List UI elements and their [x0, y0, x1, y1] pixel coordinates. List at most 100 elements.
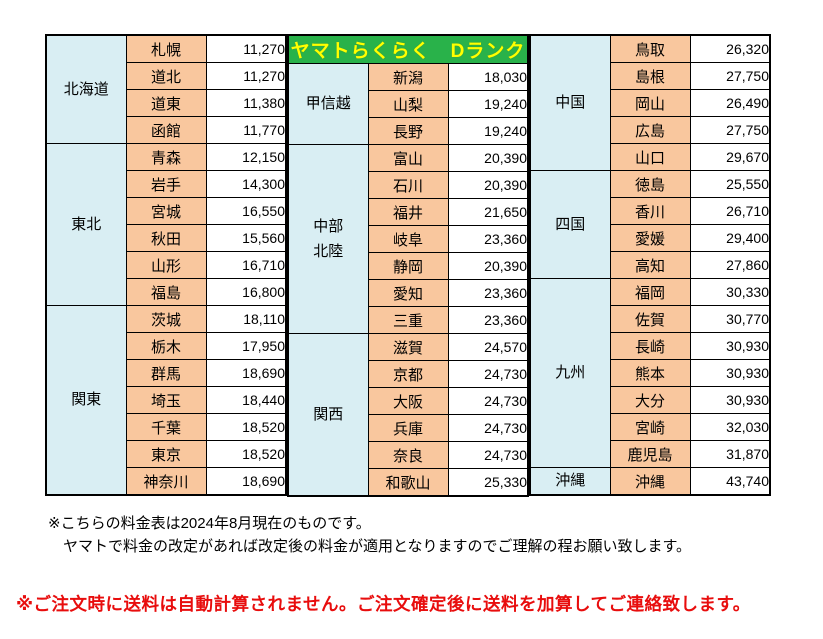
- region-cell: 東北: [45, 143, 127, 306]
- prefecture-cell: 東京: [125, 440, 207, 468]
- prefecture-cell: 函館: [125, 116, 207, 144]
- table-row: 福島 16,800: [46, 278, 287, 306]
- prefecture-cell: 愛知: [367, 279, 449, 307]
- price-cell: 21,650: [447, 198, 529, 226]
- prefecture-cell: 長野: [367, 117, 449, 145]
- prefecture-cell: 秋田: [125, 224, 207, 252]
- prefecture-cell: 愛媛: [609, 224, 691, 252]
- prefecture-cell: 山口: [609, 143, 691, 171]
- prefecture-cell: 奈良: [367, 441, 449, 469]
- warning-shipping-note: ※ご注文時に送料は自動計算されません。ご注文確定後に送料を加算してご連絡致します…: [16, 594, 751, 614]
- price-cell: 18,030: [447, 63, 529, 91]
- region-cell: 九州: [529, 278, 611, 468]
- prefecture-cell: 静岡: [367, 252, 449, 280]
- prefecture-cell: 和歌山: [367, 468, 449, 497]
- price-cell: 24,730: [447, 387, 529, 415]
- prefecture-cell: 新潟: [367, 63, 449, 91]
- prefecture-cell: 三重: [367, 306, 449, 334]
- price-cell: 11,380: [205, 89, 287, 117]
- notes-block: ※こちらの料金表は2024年8月現在のものです。 ヤマトで料金の改定があれば改定…: [48, 512, 691, 559]
- prefecture-cell: 大阪: [367, 387, 449, 415]
- prefecture-cell: 富山: [367, 144, 449, 172]
- region-cell: 北海道: [45, 34, 127, 144]
- price-cell: 27,750: [689, 116, 771, 144]
- price-cell: 24,570: [447, 333, 529, 361]
- prefecture-cell: 道北: [125, 62, 207, 90]
- rate-table: 北海道 札幌 11,270 道北 11,270 道東 11,380 函館 11,770 東北 青森 1…: [45, 34, 771, 497]
- prefecture-cell: 栃木: [125, 332, 207, 360]
- table-row: 京都 24,730: [288, 360, 529, 388]
- region-cell: 中国: [529, 34, 611, 171]
- prefecture-cell: 札幌: [125, 34, 207, 63]
- price-cell: 32,030: [689, 413, 771, 441]
- prefecture-cell: 山形: [125, 251, 207, 279]
- table-row: 岐阜 23,360: [288, 225, 529, 253]
- table-row: 香川 26,710: [530, 197, 771, 225]
- prefecture-cell: 広島: [609, 116, 691, 144]
- prefecture-cell: 香川: [609, 197, 691, 225]
- prefecture-cell: 熊本: [609, 359, 691, 387]
- table-row: 道北 11,270: [46, 62, 287, 90]
- price-cell: 30,330: [689, 278, 771, 306]
- table-row: 沖縄 沖縄 43,740: [529, 467, 771, 496]
- prefecture-cell: 福島: [125, 278, 207, 306]
- prefecture-cell: 京都: [367, 360, 449, 388]
- price-cell: 30,770: [689, 305, 771, 333]
- table-row: 岡山 26,490: [530, 89, 771, 117]
- price-cell: 25,550: [689, 170, 771, 198]
- price-cell: 17,950: [205, 332, 287, 360]
- price-cell: 18,520: [205, 440, 287, 468]
- prefecture-cell: 徳島: [609, 170, 691, 198]
- table-row: 愛媛 29,400: [530, 224, 771, 252]
- price-cell: 43,740: [689, 467, 771, 496]
- price-cell: 31,870: [689, 440, 771, 468]
- prefecture-cell: 埼玉: [125, 386, 207, 414]
- table-row: 四国 徳島 25,550: [529, 170, 771, 279]
- table-row: 関東 茨城 18,110: [45, 305, 287, 496]
- prefecture-cell: 青森: [125, 143, 207, 171]
- rate-table-group-2: 中国 鳥取 26,320 島根 27,750 岡山 26,490 広島 27,750 山口 29,6…: [529, 34, 771, 496]
- price-cell: 26,710: [689, 197, 771, 225]
- price-cell: 30,930: [689, 359, 771, 387]
- rate-table-group-1: ヤマトらくらく Dランク 甲信越 新潟 18,030 山梨 19,240 長野 19,240 中…: [287, 34, 529, 497]
- table-row: 神奈川 18,690: [46, 467, 287, 496]
- prefecture-cell: 島根: [609, 62, 691, 90]
- price-cell: 30,930: [689, 386, 771, 414]
- prefecture-cell: 岐阜: [367, 225, 449, 253]
- table-row: 群馬 18,690: [46, 359, 287, 387]
- table-row: 島根 27,750: [530, 62, 771, 90]
- table-row: 高知 27,860: [530, 251, 771, 279]
- prefecture-cell: 宮崎: [609, 413, 691, 441]
- table-row: 東北 青森 12,150: [45, 143, 287, 306]
- table-row: 山形 16,710: [46, 251, 287, 279]
- rate-table-group-0: 北海道 札幌 11,270 道北 11,270 道東 11,380 函館 11,770 東北 青森 1…: [45, 34, 287, 496]
- region-cell: 関東: [45, 305, 127, 496]
- region-cell: 中部 北陸: [287, 144, 369, 334]
- table-row: 宮崎 32,030: [530, 413, 771, 441]
- prefecture-cell: 道東: [125, 89, 207, 117]
- price-cell: 29,400: [689, 224, 771, 252]
- price-cell: 20,390: [447, 144, 529, 172]
- table-row: 山梨 19,240: [288, 90, 529, 118]
- prefecture-cell: 宮城: [125, 197, 207, 225]
- table-row: 千葉 18,520: [46, 413, 287, 441]
- price-cell: 24,730: [447, 441, 529, 469]
- table-row: 長崎 30,930: [530, 332, 771, 360]
- table-row: 奈良 24,730: [288, 441, 529, 469]
- price-cell: 18,690: [205, 359, 287, 387]
- price-cell: 23,360: [447, 306, 529, 334]
- price-cell: 18,110: [205, 305, 287, 333]
- prefecture-cell: 兵庫: [367, 414, 449, 442]
- table-row: 中部 北陸 富山 20,390: [287, 144, 529, 334]
- table-row: 鹿児島 31,870: [530, 440, 771, 468]
- price-cell: 18,690: [205, 467, 287, 496]
- prefecture-cell: 福岡: [609, 278, 691, 306]
- table-row: 佐賀 30,770: [530, 305, 771, 333]
- price-cell: 23,360: [447, 279, 529, 307]
- price-cell: 27,860: [689, 251, 771, 279]
- table-row: 和歌山 25,330: [288, 468, 529, 497]
- prefecture-cell: 鳥取: [609, 34, 691, 63]
- table-row: 函館 11,770: [46, 116, 287, 144]
- prefecture-cell: 大分: [609, 386, 691, 414]
